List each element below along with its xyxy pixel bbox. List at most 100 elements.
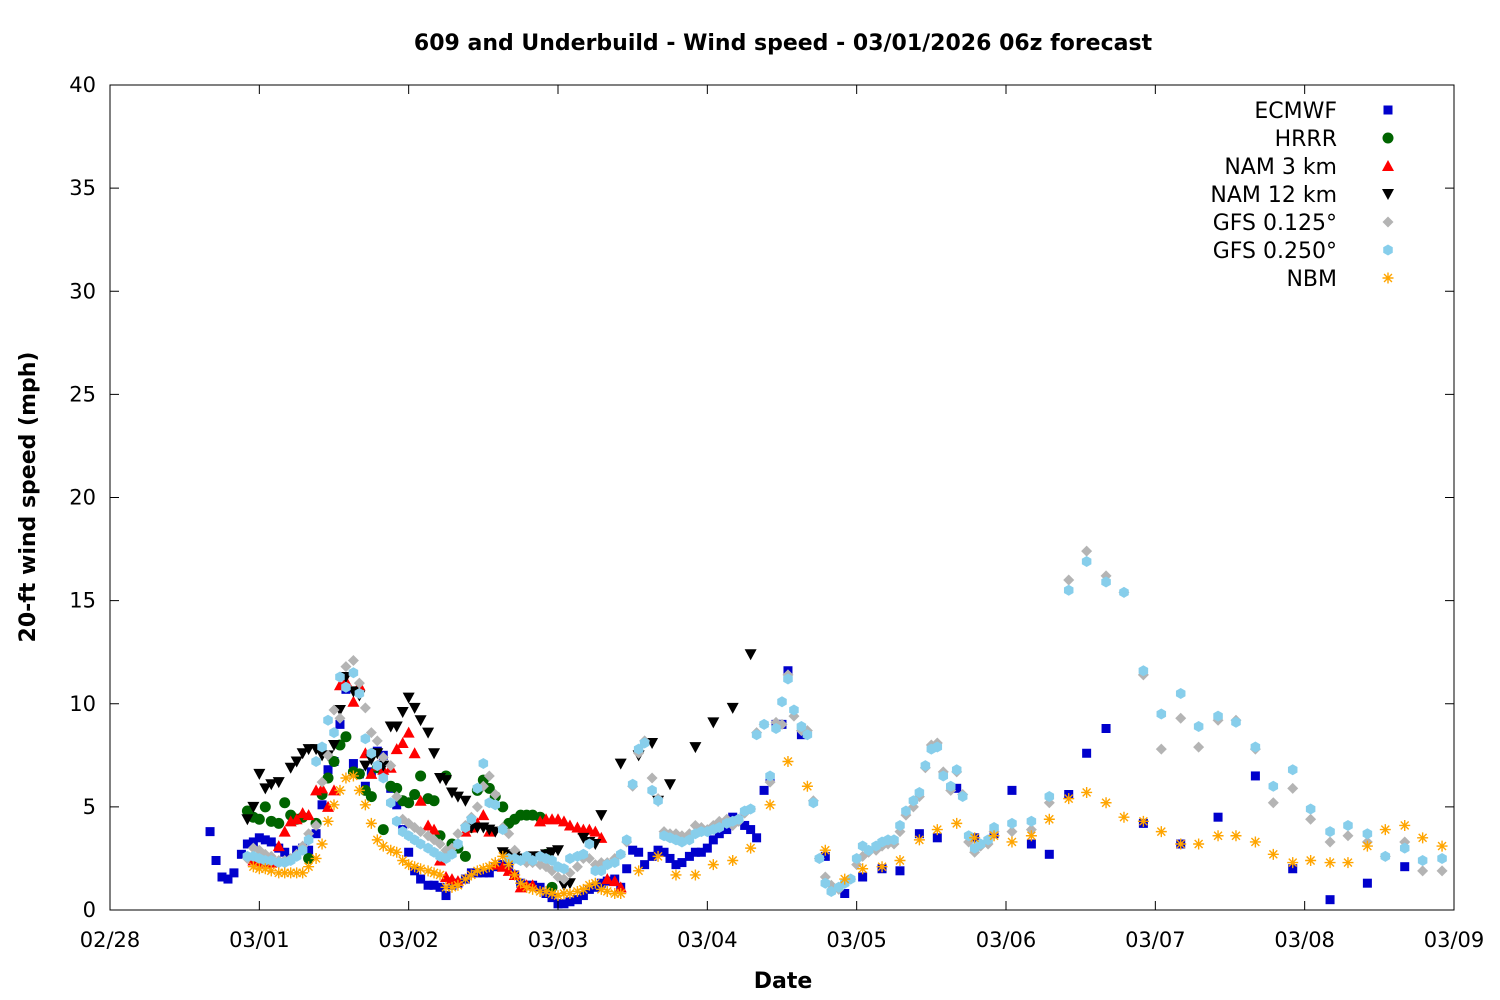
data-point	[428, 823, 441, 835]
data-point	[664, 779, 676, 791]
x-tick-label: 03/07	[1125, 928, 1186, 952]
data-point	[1006, 826, 1018, 838]
data-point	[707, 717, 720, 729]
data-point	[826, 885, 837, 897]
data-point	[671, 860, 681, 870]
data-point	[1325, 826, 1335, 838]
data-point	[428, 867, 440, 879]
data-point	[205, 827, 215, 837]
data-point	[1231, 716, 1241, 728]
data-point	[391, 782, 403, 794]
data-point	[951, 764, 962, 776]
data-point	[1063, 793, 1075, 805]
data-point	[622, 864, 632, 874]
data-point	[577, 883, 589, 895]
data-point	[945, 780, 956, 792]
data-point	[259, 783, 272, 795]
data-point	[435, 882, 445, 892]
data-point	[451, 791, 464, 803]
data-point	[988, 830, 1000, 842]
data-point	[392, 800, 402, 810]
data-point	[290, 813, 303, 825]
data-point	[489, 857, 501, 869]
legend-label: NAM 12 km	[1210, 183, 1337, 208]
data-point	[557, 815, 570, 827]
data-point	[440, 775, 452, 787]
data-point	[714, 822, 725, 833]
data-point	[322, 800, 335, 812]
legend-marker	[1382, 132, 1394, 144]
legend-entry: NBM	[1286, 267, 1394, 292]
data-point	[745, 803, 756, 815]
data-point	[465, 869, 477, 881]
data-point	[751, 729, 762, 741]
data-point	[1101, 576, 1111, 588]
data-point	[726, 702, 739, 714]
data-point	[839, 873, 851, 885]
data-point	[311, 756, 321, 767]
data-point	[360, 733, 371, 745]
data-point	[247, 801, 260, 813]
data-point	[1230, 830, 1242, 842]
y-tick-label: 10	[69, 692, 96, 716]
data-point	[1379, 824, 1391, 836]
data-point	[983, 834, 993, 846]
data-point	[595, 883, 607, 895]
data-point	[540, 885, 552, 897]
data-point	[316, 782, 329, 794]
data-marks	[205, 545, 1448, 909]
data-point	[291, 850, 302, 862]
data-point	[889, 834, 899, 846]
data-point	[348, 667, 359, 679]
data-point	[627, 778, 638, 790]
y-tick-label: 30	[69, 279, 96, 303]
data-point	[242, 839, 252, 849]
data-point	[1342, 830, 1354, 842]
data-point	[558, 888, 570, 899]
data-point	[646, 772, 658, 784]
data-point	[1436, 865, 1448, 877]
data-point	[415, 770, 427, 782]
data-point	[609, 888, 621, 899]
data-point	[1082, 748, 1092, 758]
data-point	[614, 758, 627, 770]
legend-entry: NAM 12 km	[1210, 183, 1394, 208]
data-point	[596, 878, 606, 888]
data-point	[684, 851, 694, 861]
data-point	[1007, 817, 1017, 829]
legend-marker	[1382, 160, 1394, 171]
x-tick-label: 03/04	[677, 928, 738, 952]
data-point	[365, 767, 378, 779]
data-point	[280, 847, 290, 857]
data-point	[814, 852, 825, 864]
data-point	[1007, 785, 1017, 795]
data-point	[1193, 720, 1204, 732]
data-point	[565, 852, 575, 864]
data-point	[365, 791, 377, 803]
data-point	[409, 861, 421, 873]
data-point	[547, 855, 557, 866]
data-point	[1006, 836, 1018, 848]
data-point	[689, 742, 702, 754]
data-point	[310, 819, 322, 831]
data-point	[1287, 764, 1298, 776]
data-point	[670, 869, 682, 881]
x-tick-label: 03/09	[1424, 928, 1485, 952]
data-point	[1362, 878, 1372, 888]
data-point	[634, 847, 644, 857]
data-point	[446, 881, 458, 893]
data-point	[1400, 862, 1410, 872]
data-point	[317, 800, 327, 810]
data-point	[447, 848, 457, 860]
data-point	[385, 844, 397, 856]
data-point	[527, 855, 538, 866]
data-point	[273, 867, 285, 879]
data-point	[371, 735, 383, 747]
data-point	[565, 897, 575, 907]
data-point	[366, 747, 377, 759]
data-point	[390, 743, 403, 755]
data-point	[365, 817, 377, 829]
data-point	[914, 786, 925, 798]
data-point	[354, 687, 365, 699]
